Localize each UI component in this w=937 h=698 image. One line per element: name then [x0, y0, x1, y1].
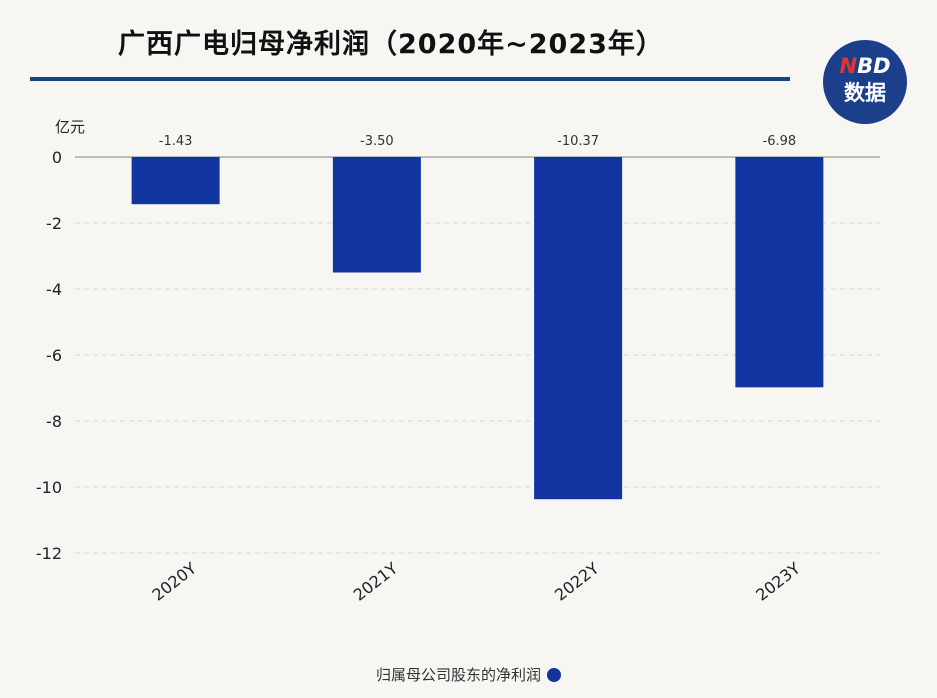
chart-title: 广西广电归母净利润（2020年~2023年） [118, 29, 664, 60]
unit-label: 亿元 [55, 118, 85, 136]
category-label: 2023Y [752, 558, 804, 604]
bar [534, 157, 623, 500]
data-label: -1.43 [159, 134, 193, 149]
y-tick-label: -2 [46, 214, 62, 233]
y-tick-label: -12 [36, 544, 62, 563]
legend-label: 归属母公司股东的净利润 [375, 666, 541, 684]
logo-letter-n: N [839, 54, 858, 78]
logo-cn-text: 数据 [844, 81, 886, 105]
y-tick-label: -8 [46, 412, 62, 431]
legend: 归属母公司股东的净利润 [0, 664, 937, 685]
y-tick-label: -10 [36, 478, 62, 497]
category-label: 2021Y [350, 558, 402, 604]
bar [131, 157, 220, 205]
data-label: -10.37 [557, 134, 599, 149]
data-label: -6.98 [763, 134, 797, 149]
bar-layer [131, 157, 824, 500]
logo-letters-bd: BD [857, 54, 891, 78]
y-tick-label: 0 [52, 148, 62, 167]
category-label: 2022Y [551, 558, 603, 604]
category-label: 2020Y [148, 558, 200, 604]
y-tick-label: -4 [46, 280, 62, 299]
legend-swatch [547, 668, 561, 682]
y-tick-label: -6 [46, 346, 62, 365]
nbd-logo: NBD 数据 [823, 40, 907, 124]
title-underline [30, 77, 790, 81]
bar [332, 157, 421, 273]
bar [735, 157, 824, 388]
data-label: -3.50 [360, 134, 394, 149]
